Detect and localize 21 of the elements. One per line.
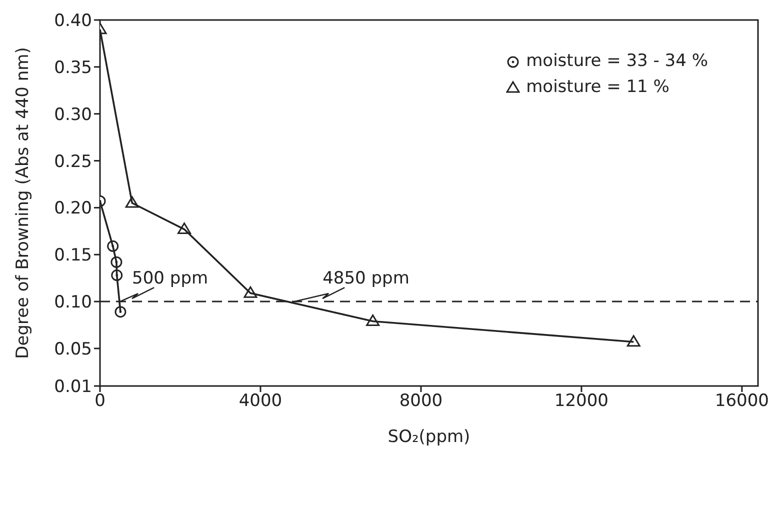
y-tick-label: 0.10: [54, 292, 92, 313]
annotation: 4850 ppm: [322, 268, 410, 289]
y-tick-label: 0.01: [54, 377, 92, 398]
x-tick-label: 8000: [399, 391, 443, 412]
legend-label: moisture = 33 - 34 %: [526, 50, 708, 73]
point: [626, 335, 640, 347]
annotation: 500 ppm: [132, 268, 208, 289]
legend-label: moisture = 11 %: [526, 76, 670, 99]
y-tick-label: 0.30: [54, 104, 92, 125]
y-tick-label: 0.35: [54, 58, 92, 78]
y-tick-label: 0.05: [54, 339, 92, 360]
x-tick-label: 4000: [238, 391, 282, 412]
y-tick-label: 0.15: [54, 246, 92, 266]
y-axis-title: Degree of Browning (Abs at 440 nm): [13, 47, 34, 359]
x-tick-label: 0: [94, 391, 106, 412]
y-tick-label: 0.25: [54, 152, 92, 172]
y-tick-label: 0.20: [54, 198, 92, 219]
x-tick-label: 12000: [554, 391, 609, 412]
x-tick-label: 16000: [714, 391, 769, 412]
x-axis-title: SO₂(ppm): [388, 427, 470, 447]
y-tick-label: 0.40: [54, 11, 92, 32]
